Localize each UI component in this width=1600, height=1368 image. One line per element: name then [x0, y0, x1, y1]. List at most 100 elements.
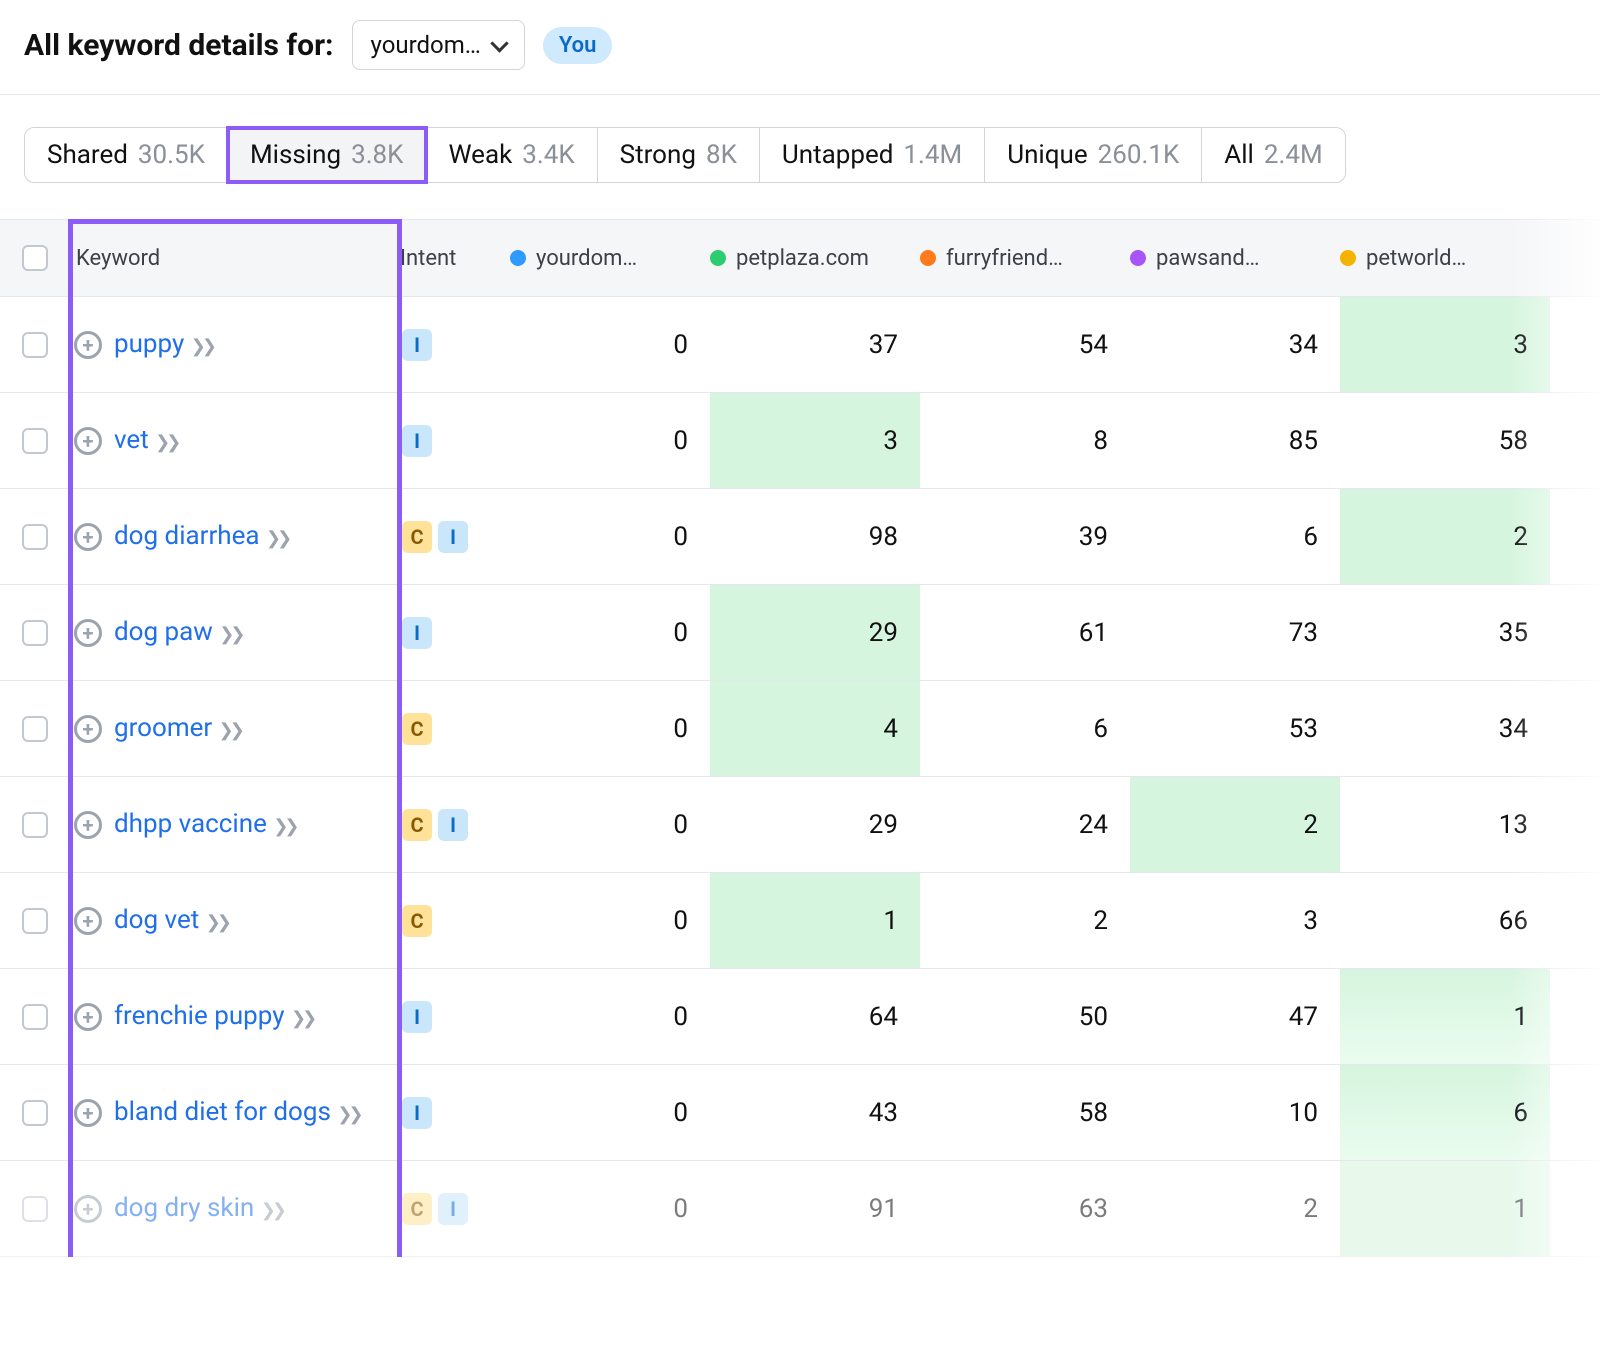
rank-cell: 2 — [1340, 489, 1550, 584]
rank-cell: 91 — [710, 1161, 920, 1256]
tab-strong[interactable]: Strong8K — [598, 128, 760, 182]
rank-cell: 0 — [510, 393, 710, 488]
open-keyword-icon[interactable]: ❯❯ — [155, 432, 177, 453]
rank-cell: 10 — [1130, 1065, 1340, 1160]
row-checkbox[interactable] — [22, 524, 48, 550]
col-header-competitor[interactable]: furryfriend… — [920, 246, 1130, 271]
table-row: +dog diarrhea ❯❯CI0983962 — [0, 489, 1600, 585]
rank-value: 8 — [1093, 426, 1108, 456]
intent-badge-i: I — [402, 617, 432, 649]
row-checkbox[interactable] — [22, 908, 48, 934]
keyword-link[interactable]: vet ❯❯ — [114, 423, 177, 458]
rank-cell: 1 — [1340, 1161, 1550, 1256]
keyword-link[interactable]: puppy ❯❯ — [114, 327, 213, 362]
open-keyword-icon[interactable]: ❯❯ — [261, 1200, 283, 1221]
keyword-link[interactable]: frenchie puppy ❯❯ — [114, 999, 313, 1034]
add-keyword-icon[interactable]: + — [74, 331, 102, 359]
chevron-down-icon — [490, 34, 508, 52]
col-header-keyword[interactable]: Keyword — [70, 246, 400, 271]
rank-value: 3 — [1303, 906, 1318, 936]
keyword-cell: + dog dry skin ❯❯ — [70, 1173, 400, 1244]
header: All keyword details for: yourdom… You — [24, 20, 1576, 94]
keyword-link[interactable]: dog paw ❯❯ — [114, 615, 241, 650]
rank-value: 91 — [869, 1194, 898, 1224]
you-badge: You — [543, 27, 613, 64]
intent-cell: I — [400, 329, 510, 361]
keyword-cell: + vet ❯❯ — [70, 405, 400, 476]
rank-cell: 66 — [1340, 873, 1550, 968]
tab-count: 3.4K — [522, 140, 574, 170]
row-checkbox[interactable] — [22, 716, 48, 742]
open-keyword-icon[interactable]: ❯❯ — [206, 912, 228, 933]
intent-badge-i: I — [402, 425, 432, 457]
rank-value: 2 — [1093, 906, 1108, 936]
col-header-competitor[interactable]: petworld… — [1340, 246, 1550, 271]
tab-count: 1.4M — [903, 140, 962, 170]
keyword-link[interactable]: dog dry skin ❯❯ — [114, 1191, 283, 1226]
keyword-cell: + dog diarrhea ❯❯ — [70, 501, 400, 572]
tab-all[interactable]: All2.4M — [1202, 128, 1344, 182]
tab-unique[interactable]: Unique260.1K — [985, 128, 1202, 182]
row-checkbox[interactable] — [22, 812, 48, 838]
rank-value: 64 — [869, 1002, 898, 1032]
add-keyword-icon[interactable]: + — [74, 1003, 102, 1031]
add-keyword-icon[interactable]: + — [74, 1195, 102, 1223]
open-keyword-icon[interactable]: ❯❯ — [219, 720, 241, 741]
add-keyword-icon[interactable]: + — [74, 619, 102, 647]
col-header-competitor[interactable]: petplaza.com — [710, 246, 920, 271]
row-checkbox[interactable] — [22, 1196, 48, 1222]
rank-value: 3 — [883, 426, 898, 456]
tab-shared[interactable]: Shared30.5K — [25, 128, 228, 182]
open-keyword-icon[interactable]: ❯❯ — [337, 1104, 359, 1125]
keyword-link[interactable]: bland diet for dogs ❯❯ — [114, 1095, 360, 1130]
rank-value: 6 — [1513, 1098, 1528, 1128]
row-select-cell — [0, 524, 70, 550]
rank-value: 54 — [1079, 330, 1108, 360]
intent-cell: I — [400, 617, 510, 649]
table-row: +bland diet for dogs ❯❯I04358106 — [0, 1065, 1600, 1161]
row-checkbox[interactable] — [22, 620, 48, 646]
table-row: +frenchie puppy ❯❯I06450471 — [0, 969, 1600, 1065]
col-header-competitor[interactable]: yourdom… — [510, 246, 710, 271]
tab-untapped[interactable]: Untapped1.4M — [760, 128, 985, 182]
row-checkbox[interactable] — [22, 1100, 48, 1126]
rank-value: 0 — [673, 1194, 688, 1224]
row-checkbox[interactable] — [22, 1004, 48, 1030]
select-all-checkbox[interactable] — [22, 245, 48, 271]
keyword-link[interactable]: dog diarrhea ❯❯ — [114, 519, 288, 554]
rank-cell: 3 — [1340, 297, 1550, 392]
open-keyword-icon[interactable]: ❯❯ — [191, 336, 213, 357]
rank-cell: 0 — [510, 873, 710, 968]
col-header-competitor[interactable]: pawsand… — [1130, 246, 1340, 271]
add-keyword-icon[interactable]: + — [74, 907, 102, 935]
rank-cell: 47 — [1130, 969, 1340, 1064]
open-keyword-icon[interactable]: ❯❯ — [219, 624, 241, 645]
intent-badge-i: I — [438, 521, 468, 553]
rank-cell: 64 — [710, 969, 920, 1064]
open-keyword-icon[interactable]: ❯❯ — [291, 1008, 313, 1029]
add-keyword-icon[interactable]: + — [74, 523, 102, 551]
rank-value: 39 — [1079, 522, 1108, 552]
add-keyword-icon[interactable]: + — [74, 1099, 102, 1127]
open-keyword-icon[interactable]: ❯❯ — [266, 528, 288, 549]
keyword-cell: + frenchie puppy ❯❯ — [70, 981, 400, 1052]
col-header-intent[interactable]: Intent — [400, 246, 510, 271]
tab-count: 3.8K — [351, 140, 403, 170]
add-keyword-icon[interactable]: + — [74, 811, 102, 839]
keyword-link[interactable]: groomer ❯❯ — [114, 711, 241, 746]
rank-value: 0 — [673, 618, 688, 648]
add-keyword-icon[interactable]: + — [74, 715, 102, 743]
row-select-cell — [0, 812, 70, 838]
keyword-link[interactable]: dhpp vaccine ❯❯ — [114, 807, 296, 842]
row-checkbox[interactable] — [22, 428, 48, 454]
domain-select[interactable]: yourdom… — [352, 20, 525, 70]
rank-cell: 13 — [1340, 777, 1550, 872]
rank-value: 34 — [1289, 330, 1318, 360]
tab-weak[interactable]: Weak3.4K — [426, 128, 597, 182]
open-keyword-icon[interactable]: ❯❯ — [273, 816, 295, 837]
keyword-link[interactable]: dog vet ❯❯ — [114, 903, 228, 938]
add-keyword-icon[interactable]: + — [74, 427, 102, 455]
row-checkbox[interactable] — [22, 332, 48, 358]
row-select-cell — [0, 1004, 70, 1030]
tab-missing[interactable]: Missing3.8K — [228, 128, 427, 182]
